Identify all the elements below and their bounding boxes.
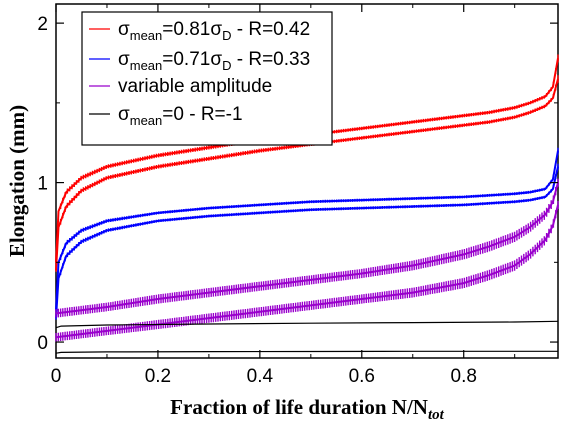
y-tick-label: 2 xyxy=(37,14,48,35)
series-layer xyxy=(55,54,559,354)
x-axis-title-sub: tot xyxy=(428,407,445,423)
series-2-lower-line xyxy=(55,204,559,339)
x-axis-title: Fraction of life duration N/Ntot xyxy=(170,395,444,423)
ticks-layer: 0 0.2 0.4 0.6 0.8 0 1 2 xyxy=(37,4,558,387)
series-1 xyxy=(55,147,559,320)
series-2 xyxy=(55,178,559,342)
series-0-lower-line xyxy=(55,78,559,271)
x-tick-label: 0.4 xyxy=(247,366,274,387)
x-tick-label: 0.8 xyxy=(451,366,477,387)
x-tick-label: 0.2 xyxy=(145,366,171,387)
legend-label-1: σmean=0.71σD - R=0.33 xyxy=(118,49,310,73)
x-axis-title-main: Fraction of life duration N/N xyxy=(170,395,428,419)
y-tick-label: 1 xyxy=(37,174,48,195)
legend: σmean=0.81σD - R=0.42 σmean=0.71σD - R=0.… xyxy=(81,11,333,146)
legend-box xyxy=(81,11,333,146)
series-0-upper-line xyxy=(55,58,559,263)
series-3-upper-line xyxy=(55,320,559,329)
legend-label-3: σmean=0 - R=-1 xyxy=(118,104,243,128)
x-tick-label: 0.6 xyxy=(349,366,375,387)
y-axis-title: Elongation (mm) xyxy=(5,105,29,257)
x-tick-label: 0 xyxy=(51,366,62,387)
series-2-upper-line xyxy=(55,182,559,315)
series-1-upper-line xyxy=(55,150,559,311)
series-1-lower-line xyxy=(55,166,559,319)
legend-label-0: σmean=0.81σD - R=0.42 xyxy=(118,19,310,43)
y-tick-label: 0 xyxy=(37,333,48,354)
legend-label-2: variable amplitude xyxy=(118,76,272,97)
